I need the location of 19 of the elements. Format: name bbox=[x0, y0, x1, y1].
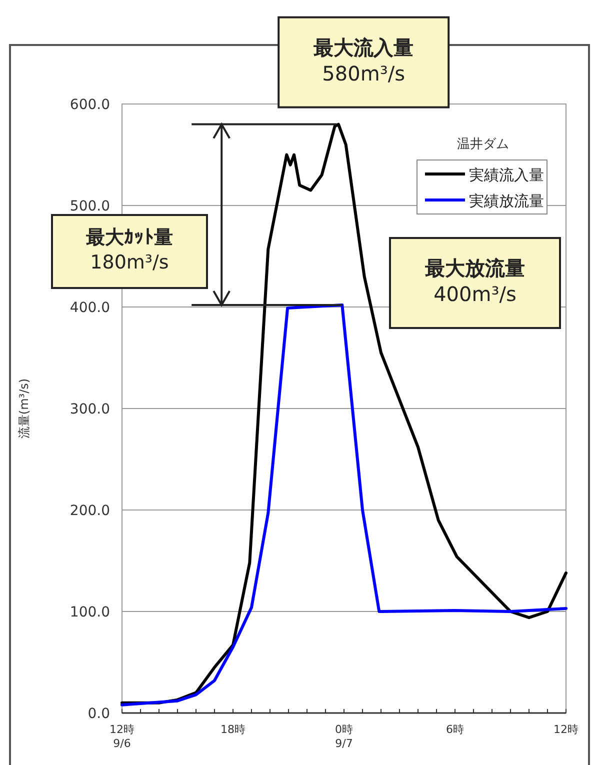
legend-title: 温井ダム bbox=[457, 137, 509, 152]
annotation: 最大ｶｯﾄ量 180m³/s bbox=[85, 226, 173, 274]
y-tick-label: 400.0 bbox=[70, 300, 110, 316]
y-tick-label: 600.0 bbox=[70, 97, 110, 113]
y-tick-label: 0.0 bbox=[88, 706, 110, 722]
legend-label: 実績放流量 bbox=[469, 192, 544, 210]
y-tick-label: 100.0 bbox=[70, 604, 110, 620]
x-tick-label: 12時 9/6 bbox=[110, 723, 134, 750]
annotation: 最大流入量 580m³/s bbox=[312, 35, 414, 86]
y-tick-label: 200.0 bbox=[70, 503, 110, 519]
legend-label: 実績流入量 bbox=[469, 166, 544, 184]
x-tick-label: 12時 bbox=[554, 723, 578, 736]
x-tick-label: 0時 9/7 bbox=[335, 723, 353, 750]
y-tick-label: 500.0 bbox=[70, 198, 110, 214]
x-tick-label: 18時 bbox=[220, 723, 246, 736]
x-tick-label: 6時 bbox=[446, 723, 464, 736]
y-tick-label: 300.0 bbox=[70, 402, 110, 418]
annotation: 最大放流量 400m³/s bbox=[424, 256, 525, 306]
y-axis-title: 流量(m³/s) bbox=[17, 378, 31, 439]
